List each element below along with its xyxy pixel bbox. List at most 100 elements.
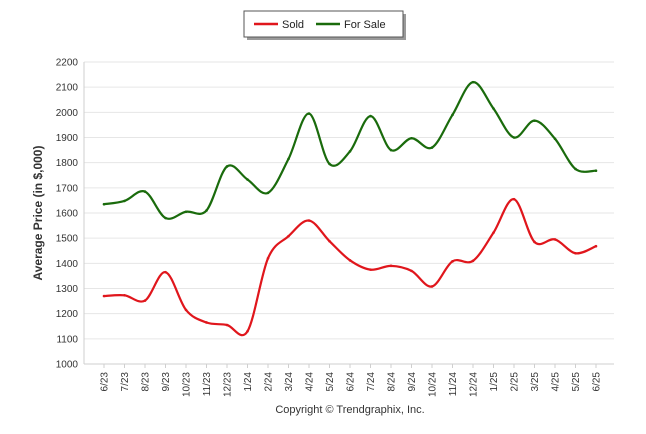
data-point-sold: [205, 321, 208, 324]
x-tick-label: 12/24: [469, 372, 480, 397]
y-tick-label: 1600: [56, 209, 79, 220]
data-point-sold: [369, 268, 372, 271]
data-point-sold: [553, 238, 557, 241]
x-tick-label: 4/25: [551, 372, 562, 392]
data-point-sold: [287, 234, 290, 238]
x-tick-label: 3/24: [284, 372, 295, 392]
data-point-sold: [307, 219, 311, 222]
x-tick-label: 10/24: [428, 372, 439, 397]
legend: Sold For Sale: [243, 10, 406, 40]
x-tick-label: 11/23: [202, 372, 213, 397]
x-tick-label: 10/23: [182, 372, 193, 397]
y-tick-label: 2100: [56, 83, 79, 94]
y-tick-label: 2000: [56, 108, 79, 119]
data-point-for-sale: [102, 202, 106, 206]
data-point-for-sale: [164, 216, 167, 220]
data-point-for-sale: [451, 113, 454, 117]
y-tick-label: 1800: [56, 158, 79, 169]
x-tick-label: 2/24: [264, 372, 275, 392]
x-tick-label: 6/23: [100, 372, 111, 392]
x-tick-label: 3/25: [530, 372, 541, 392]
data-point-for-sale: [184, 210, 188, 214]
x-tick-labels: 6/23 7/23 8/23 9/23 10/23 11/23 12/23 1/24 2/24 3…: [100, 364, 603, 397]
data-point-for-sale: [205, 209, 208, 212]
x-tick-label: 6/24: [346, 372, 357, 392]
y-tick-label: 1100: [56, 334, 78, 345]
data-point-sold: [123, 293, 126, 297]
y-tick-label: 1900: [56, 133, 79, 144]
data-point-for-sale: [143, 190, 147, 193]
data-point-sold: [184, 308, 188, 312]
x-tick-label: 8/23: [141, 372, 152, 392]
data-point-for-sale: [123, 199, 126, 203]
x-tick-label: 7/23: [120, 372, 131, 392]
x-tick-label: 6/25: [592, 372, 603, 392]
y-tick-labels: 1000 1100 1200 1300 1400 1500 1600 1700 1800 1900…: [56, 58, 79, 371]
data-point-sold: [225, 323, 229, 327]
x-tick-label: 5/25: [571, 372, 582, 392]
y-axis-title: Average Price (in $,000): [31, 146, 45, 281]
data-point-sold: [574, 251, 577, 255]
y-tick-label: 2200: [56, 58, 79, 69]
y-tick-label: 1000: [56, 360, 79, 371]
data-point-sold: [102, 294, 106, 298]
x-tick-label: 9/23: [161, 372, 172, 392]
data-point-for-sale: [512, 136, 516, 139]
data-point-for-sale: [492, 107, 495, 110]
x-tick-label: 12/23: [223, 372, 234, 397]
data-point-for-sale: [328, 162, 331, 166]
data-point-for-sale: [389, 148, 393, 152]
data-point-sold: [471, 259, 475, 263]
data-point-for-sale: [225, 165, 229, 168]
data-point-sold: [492, 231, 495, 234]
data-point-sold: [266, 257, 270, 260]
data-point-sold: [594, 244, 598, 248]
y-tick-label: 1700: [56, 183, 79, 194]
data-point-sold: [164, 270, 167, 274]
series-layer: [102, 80, 598, 337]
data-point-sold: [389, 264, 393, 268]
copyright-text: Copyright © Trendgraphix, Inc.: [275, 404, 424, 416]
data-point-sold: [430, 285, 434, 288]
data-point-sold: [246, 329, 249, 333]
y-tick-label: 1200: [56, 309, 79, 320]
x-tick-label: 1/24: [243, 372, 254, 392]
x-tick-label: 7/24: [366, 372, 377, 392]
data-point-for-sale: [307, 112, 311, 115]
y-tick-label: 1500: [56, 234, 79, 245]
data-point-for-sale: [246, 178, 249, 181]
legend-label-for-sale: For Sale: [344, 19, 386, 31]
x-tick-label: 2/25: [510, 372, 521, 392]
series-line-sold: [103, 198, 597, 337]
legend-label-sold: Sold: [282, 19, 304, 31]
data-point-sold: [451, 260, 454, 263]
x-tick-label: 8/24: [387, 372, 398, 392]
data-point-for-sale: [533, 119, 536, 122]
data-point-for-sale: [266, 191, 270, 195]
x-tick-label: 5/24: [325, 372, 336, 392]
data-point-for-sale: [348, 150, 352, 153]
data-point-for-sale: [369, 114, 372, 118]
data-point-sold: [410, 269, 413, 273]
data-point-sold: [328, 239, 331, 243]
data-point-sold: [533, 240, 536, 244]
x-tick-label: 9/24: [407, 372, 418, 392]
data-point-for-sale: [410, 136, 413, 140]
data-point-sold: [143, 299, 147, 302]
gridlines: [84, 61, 614, 340]
x-tick-label: 1/25: [489, 372, 500, 392]
x-tick-label: 4/24: [305, 372, 316, 392]
data-point-for-sale: [574, 167, 577, 171]
data-point-for-sale: [553, 137, 557, 141]
data-point-sold: [512, 197, 516, 201]
y-tick-label: 1300: [56, 284, 79, 295]
data-point-sold: [348, 259, 352, 262]
y-tick-label: 1400: [56, 259, 79, 270]
data-point-for-sale: [430, 146, 434, 149]
data-point-for-sale: [287, 157, 290, 161]
x-tick-label: 11/24: [448, 372, 459, 397]
plot-area: 1000 1100 1200 1300 1400 1500 1600 1700 1800 1900…: [56, 58, 614, 397]
data-point-for-sale: [471, 80, 475, 84]
data-point-for-sale: [594, 169, 598, 173]
